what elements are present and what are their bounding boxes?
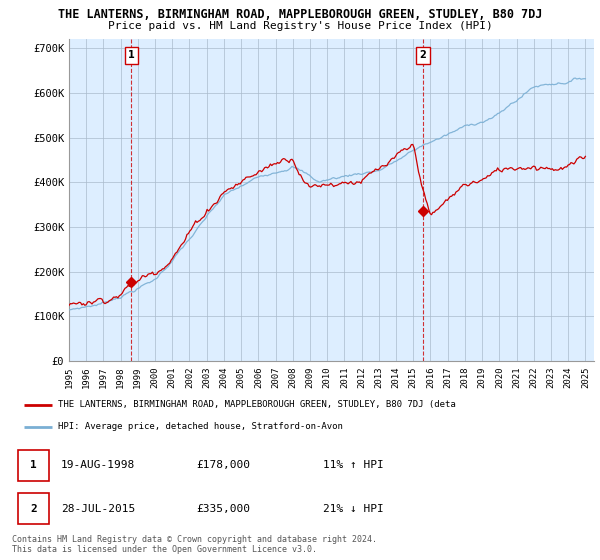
- Text: 2: 2: [419, 50, 427, 60]
- Text: Price paid vs. HM Land Registry's House Price Index (HPI): Price paid vs. HM Land Registry's House …: [107, 21, 493, 31]
- Text: 28-JUL-2015: 28-JUL-2015: [61, 503, 135, 514]
- Text: Contains HM Land Registry data © Crown copyright and database right 2024.
This d: Contains HM Land Registry data © Crown c…: [12, 535, 377, 554]
- FancyBboxPatch shape: [18, 493, 49, 524]
- FancyBboxPatch shape: [18, 450, 49, 481]
- Text: 21% ↓ HPI: 21% ↓ HPI: [323, 503, 384, 514]
- Text: THE LANTERNS, BIRMINGHAM ROAD, MAPPLEBOROUGH GREEN, STUDLEY, B80 7DJ (deta: THE LANTERNS, BIRMINGHAM ROAD, MAPPLEBOR…: [58, 400, 456, 409]
- Text: 1: 1: [128, 50, 135, 60]
- Text: 1: 1: [30, 460, 37, 470]
- Text: HPI: Average price, detached house, Stratford-on-Avon: HPI: Average price, detached house, Stra…: [58, 422, 343, 431]
- Text: £178,000: £178,000: [196, 460, 250, 470]
- Text: £335,000: £335,000: [196, 503, 250, 514]
- Text: 19-AUG-1998: 19-AUG-1998: [61, 460, 135, 470]
- Text: 11% ↑ HPI: 11% ↑ HPI: [323, 460, 384, 470]
- Text: THE LANTERNS, BIRMINGHAM ROAD, MAPPLEBOROUGH GREEN, STUDLEY, B80 7DJ: THE LANTERNS, BIRMINGHAM ROAD, MAPPLEBOR…: [58, 8, 542, 21]
- Text: 2: 2: [30, 503, 37, 514]
